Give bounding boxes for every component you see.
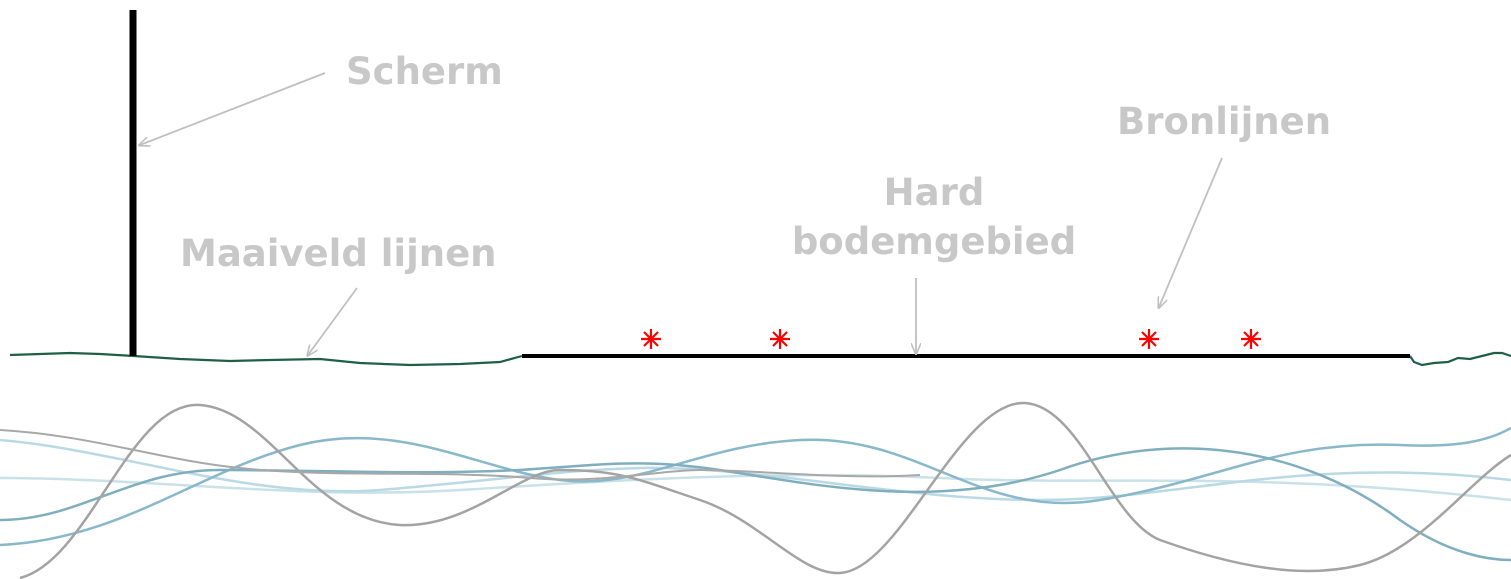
source-marker [770, 329, 790, 349]
hard-ground-label-line1: Hard [883, 171, 985, 214]
ground-lines-label: Maaiveld lijnen [180, 232, 497, 275]
source-lines-label: Bronlijnen [1117, 100, 1332, 143]
ground-lines-arrow [308, 287, 358, 355]
source-marker [1241, 329, 1261, 349]
ground-line-right [1409, 351, 1511, 367]
source-marker [641, 329, 661, 349]
wave-grey-2 [0, 429, 921, 481]
wave-light-blue [0, 473, 1511, 502]
wave-grey [19, 401, 1511, 579]
hard-ground-label: Hard bodemgebied [784, 168, 1084, 266]
screen-label: Scherm [346, 50, 503, 93]
source-marker [1139, 329, 1159, 349]
screen-arrow [140, 72, 326, 145]
source-markers [641, 329, 1261, 349]
wave-blue-2 [0, 447, 1511, 562]
wave-light-blue-2 [0, 438, 1511, 502]
hard-ground-label-line2: bodemgebied [791, 220, 1077, 263]
source-lines-arrow [1159, 157, 1223, 307]
decorative-waves [0, 401, 1511, 579]
ground-line-left [9, 351, 523, 367]
ground-lines [9, 351, 1511, 367]
